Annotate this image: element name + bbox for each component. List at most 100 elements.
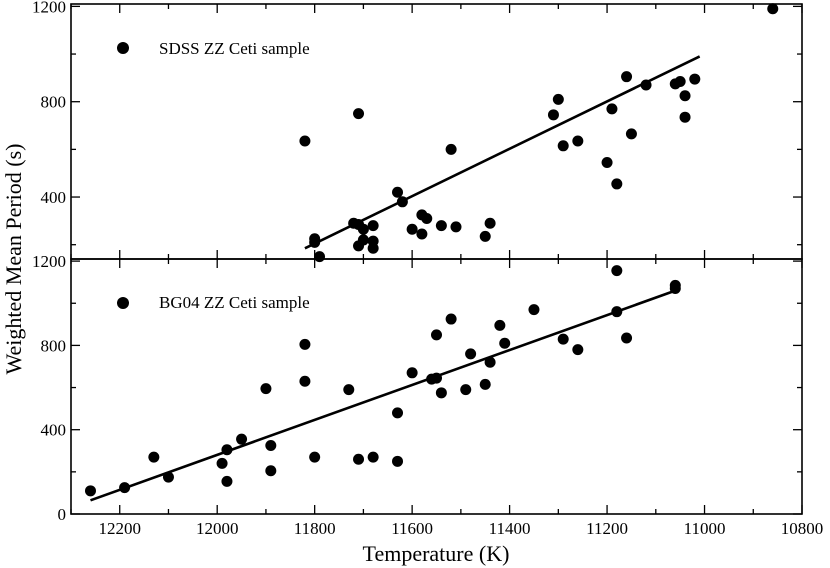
data-point — [119, 482, 131, 494]
data-point — [547, 109, 559, 121]
data-point — [357, 223, 369, 235]
data-point — [460, 384, 472, 396]
x-tick-label: 11200 — [586, 519, 628, 538]
panel-bottom-points — [84, 265, 681, 502]
data-point — [435, 220, 447, 232]
y-tick-label: 400 — [41, 188, 67, 207]
data-point — [367, 220, 379, 232]
legend-marker — [117, 297, 129, 309]
panel-bottom-frame — [70, 258, 803, 515]
data-point — [353, 453, 365, 465]
y-tick-label: 400 — [41, 421, 67, 440]
data-point — [148, 451, 160, 463]
fit-line — [90, 289, 676, 502]
fit-line — [304, 55, 701, 250]
data-point — [396, 196, 408, 208]
x-tick-label: 12200 — [98, 519, 141, 538]
data-point — [689, 73, 701, 85]
data-point — [343, 384, 355, 396]
data-point — [445, 143, 457, 155]
data-point — [265, 465, 277, 477]
data-point — [572, 344, 584, 356]
data-point — [679, 90, 691, 102]
data-point — [450, 221, 462, 233]
data-point — [416, 228, 428, 240]
data-point — [621, 332, 633, 344]
data-point — [299, 375, 311, 387]
y-tick-label: 800 — [41, 93, 67, 112]
data-point — [572, 135, 584, 147]
y-tick-label: 0 — [58, 505, 67, 524]
data-point — [309, 451, 321, 463]
data-point — [392, 407, 404, 419]
panel-bottom: 0 400 800 1200 BG04 ZZ Ceti sample — [32, 252, 803, 524]
data-point — [357, 234, 369, 246]
data-point — [499, 337, 511, 349]
data-point — [611, 178, 623, 190]
data-point — [606, 103, 618, 115]
y-tick-label: 1200 — [32, 0, 66, 16]
panel-top: 400 800 1200 SDSS ZZ Ceti sample — [32, 0, 803, 263]
data-point — [445, 313, 457, 325]
x-tick-label: 10800 — [781, 519, 824, 538]
data-point — [611, 306, 623, 318]
data-point — [392, 186, 404, 198]
data-point — [528, 304, 540, 316]
data-point — [625, 128, 637, 140]
data-point — [479, 378, 491, 390]
data-point — [640, 79, 652, 91]
data-point — [84, 485, 96, 497]
data-point — [265, 440, 277, 452]
panel-bottom-ticks: 0 400 800 1200 — [32, 252, 803, 524]
data-point — [484, 217, 496, 229]
data-point — [611, 265, 623, 277]
data-point — [216, 457, 228, 469]
data-point — [552, 93, 564, 105]
data-point — [299, 338, 311, 350]
legend-marker — [117, 42, 129, 54]
x-tick-label: 11800 — [294, 519, 336, 538]
panel-bottom-legend: BG04 ZZ Ceti sample — [117, 293, 310, 312]
data-point — [431, 329, 442, 341]
data-point — [435, 387, 447, 399]
data-point — [221, 444, 233, 456]
panel-top-points — [299, 3, 779, 263]
data-point — [260, 383, 272, 395]
data-point — [557, 333, 569, 345]
data-point — [421, 212, 433, 224]
data-point — [367, 242, 379, 254]
data-point — [669, 283, 681, 295]
panel-top-legend: SDSS ZZ Ceti sample — [117, 39, 310, 58]
data-point — [299, 135, 311, 147]
y-axis-title: Weighted Mean Period (s) — [1, 144, 26, 375]
x-tick-label: 11600 — [391, 519, 433, 538]
data-point — [494, 319, 506, 331]
data-point — [767, 3, 779, 15]
data-point — [406, 223, 418, 235]
data-point — [679, 111, 691, 123]
data-point — [557, 140, 569, 152]
x-axis-title: Temperature (K) — [363, 541, 510, 566]
data-point — [601, 156, 613, 168]
data-point — [236, 433, 248, 445]
y-tick-label: 800 — [41, 336, 67, 355]
x-tick-label: 11400 — [489, 519, 531, 538]
data-point — [621, 71, 633, 83]
legend-label: BG04 ZZ Ceti sample — [159, 293, 310, 312]
x-tick-label: 11000 — [684, 519, 726, 538]
data-point — [353, 108, 365, 120]
data-point — [392, 455, 404, 467]
data-point — [162, 471, 174, 483]
y-tick-label: 1200 — [32, 252, 66, 271]
data-point — [314, 251, 326, 263]
data-point — [221, 475, 233, 487]
data-point — [309, 236, 321, 248]
panel-top-ticks: 400 800 1200 — [32, 0, 803, 259]
data-point — [465, 348, 477, 360]
data-point — [484, 356, 496, 368]
data-point — [674, 75, 686, 87]
data-point — [367, 451, 379, 463]
data-point — [479, 230, 491, 242]
legend-label: SDSS ZZ Ceti sample — [159, 39, 310, 58]
